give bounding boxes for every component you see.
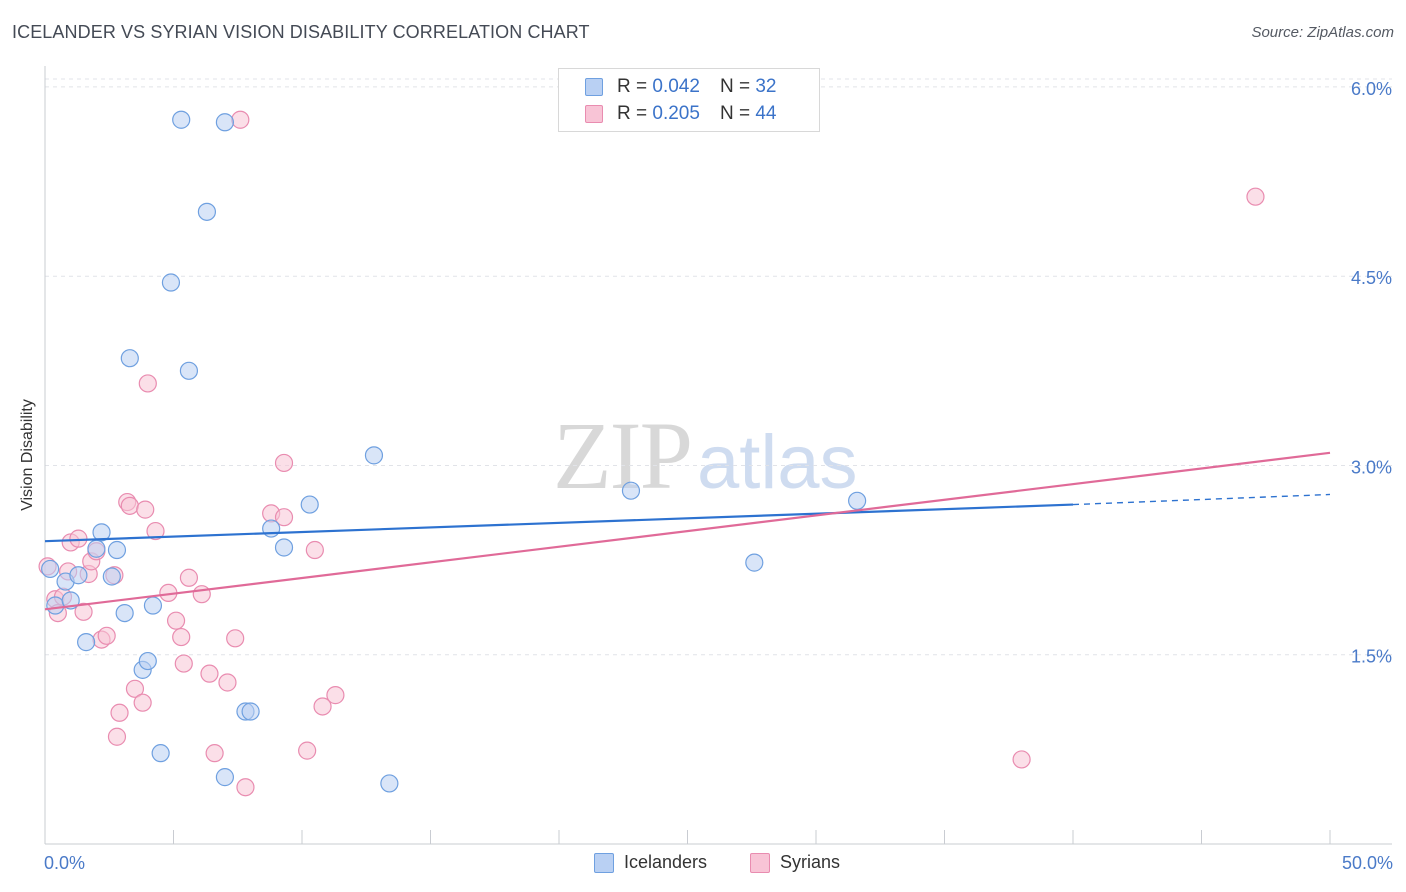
point-syrians [226, 629, 245, 648]
point-syrians [166, 611, 186, 630]
point-syrians [136, 500, 155, 519]
point-syrians [313, 697, 332, 716]
point-syrians [205, 744, 224, 763]
point-icelanders [46, 596, 65, 615]
point-syrians [1012, 750, 1031, 769]
point-syrians [120, 496, 139, 515]
legend-n-value: 44 [755, 103, 777, 124]
x-tick-label-max: 50.0% [1342, 853, 1393, 873]
point-syrians [298, 741, 317, 760]
series-legend: Icelanders Syrians [0, 852, 1406, 878]
point-syrians [174, 654, 193, 673]
point-syrians [192, 585, 211, 604]
y-tick-label: 4.5% [1351, 268, 1392, 288]
point-icelanders [115, 603, 134, 623]
point-syrians [133, 693, 152, 712]
point-syrians [274, 453, 294, 473]
point-icelanders [215, 113, 234, 132]
point-icelanders [107, 540, 127, 560]
point-icelanders [262, 519, 281, 538]
series-label-syrians: Syrians [780, 852, 841, 872]
trendline-icelanders-extension [1072, 493, 1331, 506]
point-syrians [172, 627, 191, 647]
point-icelanders [215, 768, 234, 787]
legend-r-label: R = [617, 103, 648, 124]
point-syrians [305, 540, 324, 560]
legend-n-value: 32 [755, 76, 777, 97]
point-syrians [146, 521, 165, 541]
y-tick-label: 3.0% [1351, 457, 1392, 477]
point-icelanders [197, 202, 217, 221]
legend-swatch-syrians [585, 105, 603, 123]
point-icelanders [172, 110, 191, 129]
series-label-icelanders: Icelanders [624, 852, 708, 872]
point-syrians [110, 703, 129, 722]
point-icelanders [120, 349, 139, 368]
point-syrians [74, 602, 93, 621]
point-syrians [218, 673, 237, 692]
watermark-atlas: atlas [697, 420, 858, 505]
point-icelanders [87, 539, 106, 558]
point-icelanders [364, 446, 384, 465]
point-icelanders [41, 559, 60, 579]
point-icelanders [92, 523, 111, 542]
point-icelanders [621, 481, 641, 500]
point-syrians [138, 374, 157, 393]
point-syrians [1246, 187, 1265, 206]
legend-r-value: 0.042 [652, 76, 700, 97]
series-swatch-syrians [750, 852, 770, 873]
point-icelanders [161, 273, 181, 292]
point-icelanders [69, 566, 88, 585]
legend-n-label: N = [719, 103, 751, 124]
y-tick-label: 6.0% [1351, 79, 1392, 99]
trendline-icelanders [44, 503, 1074, 543]
point-syrians [274, 508, 294, 527]
series-legend-syrians[interactable]: Syrians [750, 852, 840, 873]
point-icelanders [77, 633, 96, 652]
point-syrians [107, 727, 127, 746]
legend-row-icelanders: R = 0.042 N = 32 [585, 75, 776, 99]
legend-r-label: R = [617, 76, 648, 97]
point-syrians [200, 664, 219, 683]
point-icelanders [745, 553, 764, 572]
legend-swatch-icelanders [585, 78, 603, 96]
point-syrians [236, 778, 255, 797]
point-syrians [179, 568, 199, 587]
point-icelanders [179, 361, 199, 380]
source-credit: Source: ZipAtlas.com [1251, 24, 1394, 41]
trendline-syrians [44, 451, 1331, 611]
chart-title: ICELANDER VS SYRIAN VISION DISABILITY CO… [12, 22, 590, 42]
point-syrians [125, 679, 145, 698]
series-swatch-icelanders [594, 852, 614, 873]
point-icelanders [848, 491, 867, 510]
point-syrians [326, 686, 345, 705]
point-syrians [231, 110, 250, 129]
point-syrians [69, 529, 88, 548]
legend-n-label: N = [719, 76, 751, 97]
point-syrians [97, 626, 116, 645]
point-icelanders [274, 538, 294, 557]
x-tick-label-min: 0.0% [44, 853, 85, 873]
point-icelanders [102, 567, 121, 586]
stats-legend: R = 0.042 N = 32 R = 0.205 N = 44 [558, 68, 820, 132]
point-icelanders [380, 774, 399, 793]
point-icelanders [151, 744, 170, 763]
series-legend-icelanders[interactable]: Icelanders [594, 852, 707, 873]
point-icelanders [143, 596, 163, 615]
point-icelanders [300, 495, 319, 514]
legend-row-syrians: R = 0.205 N = 44 [585, 102, 776, 126]
legend-r-value: 0.205 [652, 103, 700, 124]
y-tick-label: 1.5% [1351, 647, 1392, 667]
point-icelanders [138, 651, 157, 671]
point-icelanders [241, 702, 260, 721]
